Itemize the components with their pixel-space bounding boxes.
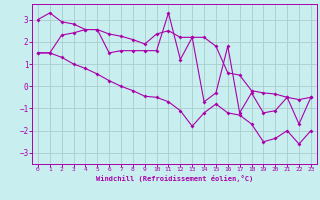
- X-axis label: Windchill (Refroidissement éolien,°C): Windchill (Refroidissement éolien,°C): [96, 175, 253, 182]
